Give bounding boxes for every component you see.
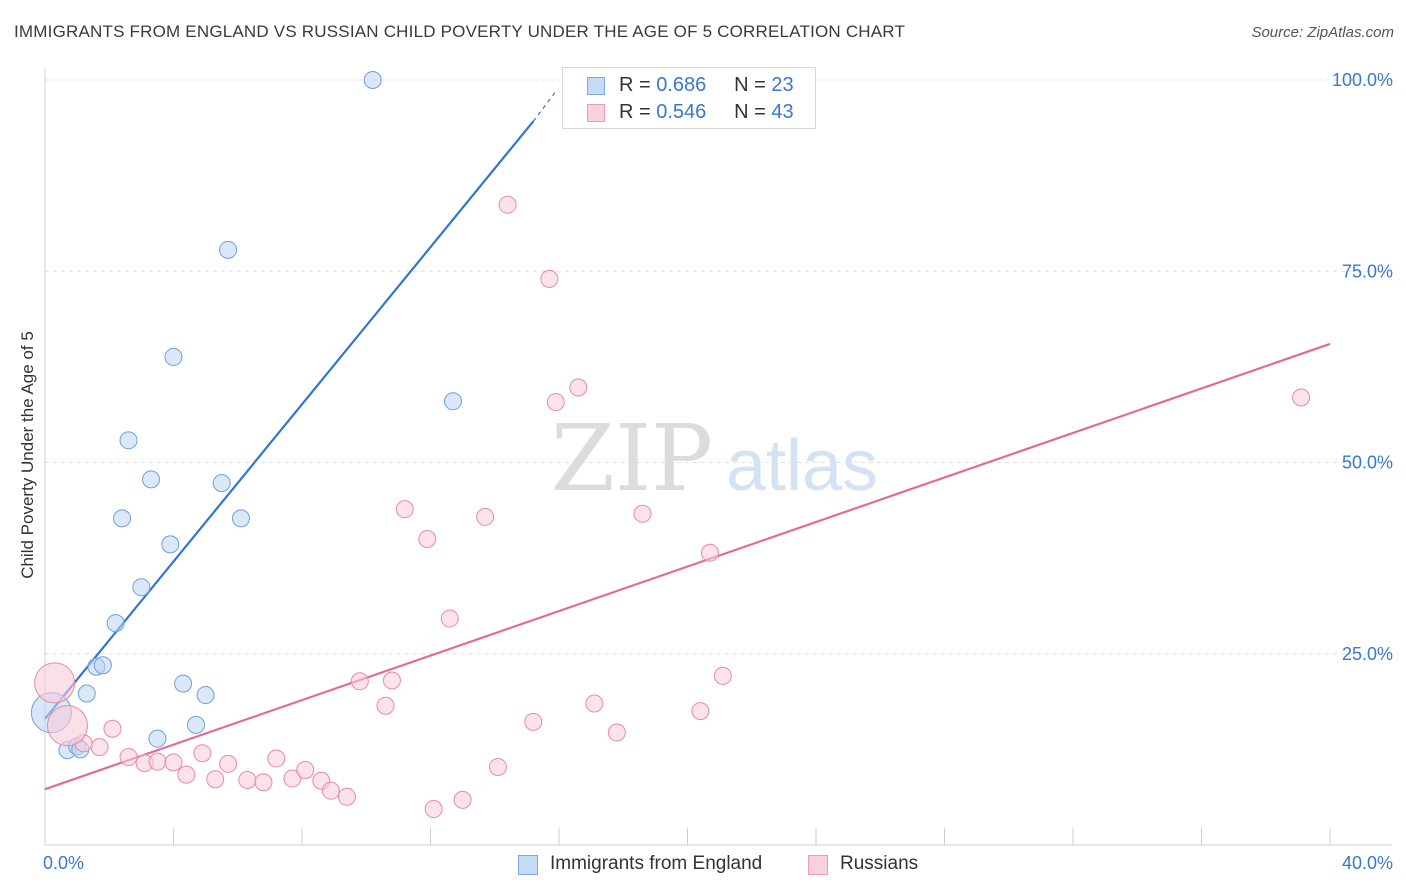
legend-swatch-england [518,855,538,875]
point-russians [119,748,138,767]
r-value: 0.686 [656,74,707,96]
grid-lines [45,79,1392,655]
n-label: N = [734,74,766,96]
point-england [148,729,167,748]
watermark-atlas: atlas [726,426,878,506]
point-england [93,656,112,675]
chart-title: IMMIGRANTS FROM ENGLAND VS RUSSIAN CHILD… [14,22,906,41]
point-england [77,684,96,703]
trend-lines [44,91,1331,791]
point-russians [164,753,183,772]
point-russians [283,769,302,788]
point-england [119,431,138,450]
point-russians [424,800,443,819]
point-russians [219,754,238,773]
point-russians [395,500,414,519]
point-england [164,347,183,366]
r-label: R = [619,101,651,123]
trend-line-england [44,120,535,720]
trend-line-england-extension [532,91,557,122]
point-russians [34,662,76,704]
point-russians [607,723,626,742]
point-russians [700,543,719,562]
point-england [113,509,132,528]
point-russians [103,719,122,738]
point-russians [46,705,88,747]
y-tick-label: 25.0% [1342,644,1393,664]
tick-labels: 25.0% 50.0% 75.0% 100.0% 0.0% 40.0% [43,70,1393,873]
point-russians [148,752,167,771]
point-russians [498,195,517,214]
n-value: 43 [771,101,794,123]
point-england [186,715,205,734]
data-points [30,71,1311,819]
point-russians [350,672,369,691]
point-russians [691,702,710,721]
watermark: ZIP atlas [551,405,878,512]
point-england [212,474,231,493]
point-russians [633,504,652,523]
point-england [161,535,180,554]
point-england [174,674,193,693]
point-england [363,71,382,89]
point-russians [337,787,356,806]
point-russians [1292,388,1311,407]
point-russians [376,696,395,715]
axes [44,68,1392,846]
series-legend: Immigrants from England Russians [0,850,1406,880]
point-russians [254,773,273,792]
point-russians [453,790,472,809]
legend-swatch-england [587,77,605,95]
point-england [142,470,161,489]
point-russians [713,666,732,685]
y-axis-label: Child Poverty Under the Age of 5 [18,331,37,579]
trend-line-russians [44,342,1331,791]
legend-swatch-russians [808,855,828,875]
point-russians [546,393,565,412]
point-russians [193,744,212,763]
legend-swatch-russians [587,104,605,122]
point-russians [177,765,196,784]
point-russians [321,781,340,800]
point-russians [524,712,543,731]
point-russians [296,761,315,780]
point-england [106,614,125,633]
point-england [196,686,215,705]
y-tick-label: 50.0% [1342,453,1393,473]
point-russians [569,378,588,397]
legend-label-russians: Russians [840,853,919,874]
x-tick-label: 0.0% [43,853,84,873]
point-russians [440,609,459,628]
correlation-legend: R = 0.686 N = 23 R = 0.546 N = 43 [562,67,816,129]
legend-label-england: Immigrants from England [550,853,763,874]
r-value: 0.546 [656,101,707,123]
y-tick-label: 75.0% [1342,261,1393,281]
n-label: N = [734,101,766,123]
point-russians [488,757,507,776]
x-tick-label: 40.0% [1342,853,1393,873]
point-russians [206,770,225,789]
r-label: R = [619,74,651,96]
point-russians [540,269,559,288]
point-russians [382,671,401,690]
point-england [443,392,462,411]
n-value: 23 [771,74,794,96]
point-russians [585,694,604,713]
point-russians [267,749,286,768]
source-note: Source: ZipAtlas.com [1251,24,1394,41]
point-england [231,509,250,528]
point-russians [238,770,257,789]
y-tick-label: 100.0% [1332,70,1393,90]
point-england [132,578,151,597]
point-russians [418,530,437,548]
point-russians [90,738,109,757]
watermark-zip: ZIP [551,405,713,512]
point-england [219,240,238,259]
point-russians [476,507,495,526]
